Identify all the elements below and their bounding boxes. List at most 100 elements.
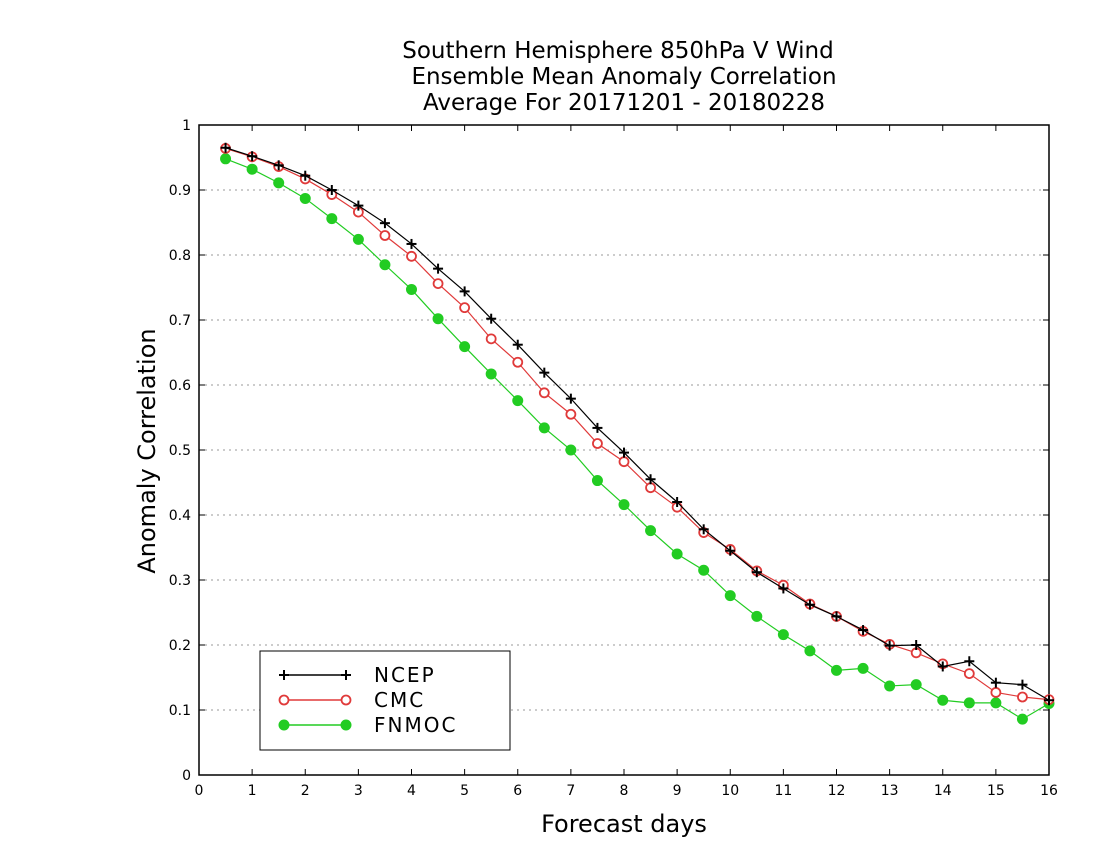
point-ncep-6 xyxy=(379,218,390,229)
point-fnmoc-1 xyxy=(246,163,258,175)
title-line-1: Southern Hemisphere 850hPa V Wind xyxy=(402,38,833,64)
x-tick-label-4: 4 xyxy=(407,783,416,799)
point-ncep-3 xyxy=(300,170,311,181)
point-fnmoc-4 xyxy=(326,213,338,225)
x-tick-label-7: 7 xyxy=(566,783,575,799)
point-fnmoc-21 xyxy=(777,629,789,641)
point-ncep-10 xyxy=(486,313,497,324)
point-ncep-22 xyxy=(804,599,815,610)
point-ncep-25 xyxy=(884,640,895,651)
x-tick-label-2: 2 xyxy=(301,783,310,799)
legend-label-ncep: NCEP xyxy=(374,663,436,687)
point-ncep-12 xyxy=(539,367,550,378)
point-cmc-29 xyxy=(990,687,1002,698)
point-cmc-30 xyxy=(1017,691,1028,703)
point-cmc-9 xyxy=(459,302,471,314)
point-fnmoc-13 xyxy=(565,444,577,456)
point-fnmoc-29 xyxy=(990,697,1002,709)
y-axis: 0 0.1 0.2 0.3 0.4 0.5 0.6 0.7 0.8 0.9 1 xyxy=(169,118,1049,784)
point-ncep-7 xyxy=(406,238,417,249)
point-fnmoc-20 xyxy=(751,610,763,622)
x-tick-label-11: 11 xyxy=(774,783,792,799)
point-fnmoc-19 xyxy=(724,590,736,602)
point-ncep-18 xyxy=(698,524,709,535)
y-axis-title: Anomaly Correlation xyxy=(133,328,161,573)
x-tick-label-12: 12 xyxy=(828,783,846,799)
point-ncep-9 xyxy=(459,286,470,297)
point-fnmoc-24 xyxy=(857,662,869,674)
point-fnmoc-7 xyxy=(406,283,417,295)
point-cmc-16 xyxy=(645,482,656,494)
point-ncep-0 xyxy=(220,142,231,153)
y-tick-label-4: 0.4 xyxy=(169,508,191,524)
point-cmc-7 xyxy=(406,250,417,262)
x-tick-label-14: 14 xyxy=(934,783,952,799)
series-fnmoc xyxy=(220,153,1055,725)
point-fnmoc-16 xyxy=(645,525,657,537)
point-ncep-19 xyxy=(725,545,736,556)
point-ncep-30 xyxy=(1017,679,1028,690)
legend-marker-left-fnmoc xyxy=(278,719,290,731)
series-layer xyxy=(220,142,1055,725)
point-ncep-23 xyxy=(831,611,842,622)
point-fnmoc-14 xyxy=(591,475,603,487)
point-ncep-17 xyxy=(672,497,683,507)
point-cmc-11 xyxy=(512,356,524,368)
point-ncep-29 xyxy=(990,677,1001,688)
point-cmc-14 xyxy=(592,438,603,449)
point-ncep-4 xyxy=(326,185,337,195)
x-tick-label-3: 3 xyxy=(354,783,363,799)
point-cmc-28 xyxy=(963,668,975,679)
x-tick-label-1: 1 xyxy=(248,783,257,799)
legend-marker-left-ncep xyxy=(279,670,289,680)
point-fnmoc-5 xyxy=(352,233,364,245)
point-fnmoc-27 xyxy=(937,694,949,706)
point-ncep-13 xyxy=(565,393,576,404)
point-ncep-8 xyxy=(433,263,444,274)
point-ncep-26 xyxy=(911,640,922,650)
x-tick-label-0: 0 xyxy=(195,783,204,799)
point-ncep-2 xyxy=(273,160,284,171)
x-tick-label-8: 8 xyxy=(620,783,629,799)
point-fnmoc-9 xyxy=(459,341,471,353)
y-tick-label-5: 0.5 xyxy=(169,443,191,459)
series-line-fnmoc xyxy=(225,158,1050,720)
point-fnmoc-26 xyxy=(910,679,922,691)
y-tick-label-9: 0.9 xyxy=(169,183,191,199)
point-fnmoc-2 xyxy=(273,177,285,189)
point-fnmoc-11 xyxy=(512,395,524,407)
point-ncep-1 xyxy=(247,151,258,162)
title-line-3: Average For 20171201 - 20180228 xyxy=(423,90,825,116)
chart-title: Southern Hemisphere 850hPa V Wind Ensemb… xyxy=(402,38,836,116)
point-ncep-27 xyxy=(937,661,948,672)
point-fnmoc-3 xyxy=(299,192,311,204)
series-cmc xyxy=(220,142,1055,705)
point-cmc-6 xyxy=(379,230,391,241)
point-fnmoc-0 xyxy=(220,153,232,165)
point-fnmoc-22 xyxy=(804,645,816,657)
point-fnmoc-28 xyxy=(963,697,975,709)
point-fnmoc-6 xyxy=(379,259,391,271)
point-ncep-28 xyxy=(964,656,975,667)
point-ncep-14 xyxy=(592,422,603,433)
point-ncep-21 xyxy=(778,583,789,594)
x-axis-title: Forecast days xyxy=(541,810,707,838)
x-tick-label-10: 10 xyxy=(721,783,739,799)
point-fnmoc-23 xyxy=(831,664,842,676)
y-tick-label-6: 0.6 xyxy=(169,378,191,394)
point-cmc-8 xyxy=(432,278,444,290)
x-tick-label-13: 13 xyxy=(881,783,899,799)
y-tick-label-8: 0.8 xyxy=(169,248,191,264)
title-line-2: Ensemble Mean Anomaly Correlation xyxy=(411,64,836,90)
y-tick-label-2: 0.2 xyxy=(169,638,191,654)
legend-marker-right-ncep xyxy=(341,670,351,680)
point-fnmoc-15 xyxy=(618,499,630,511)
x-tick-label-15: 15 xyxy=(987,783,1005,799)
x-axis: 0 1 2 3 4 5 6 7 8 9 10 11 12 13 14 15 16 xyxy=(195,125,1058,799)
y-tick-label-7: 0.7 xyxy=(169,313,191,329)
point-ncep-31 xyxy=(1044,695,1054,706)
point-fnmoc-25 xyxy=(884,680,896,692)
point-fnmoc-18 xyxy=(698,564,710,576)
